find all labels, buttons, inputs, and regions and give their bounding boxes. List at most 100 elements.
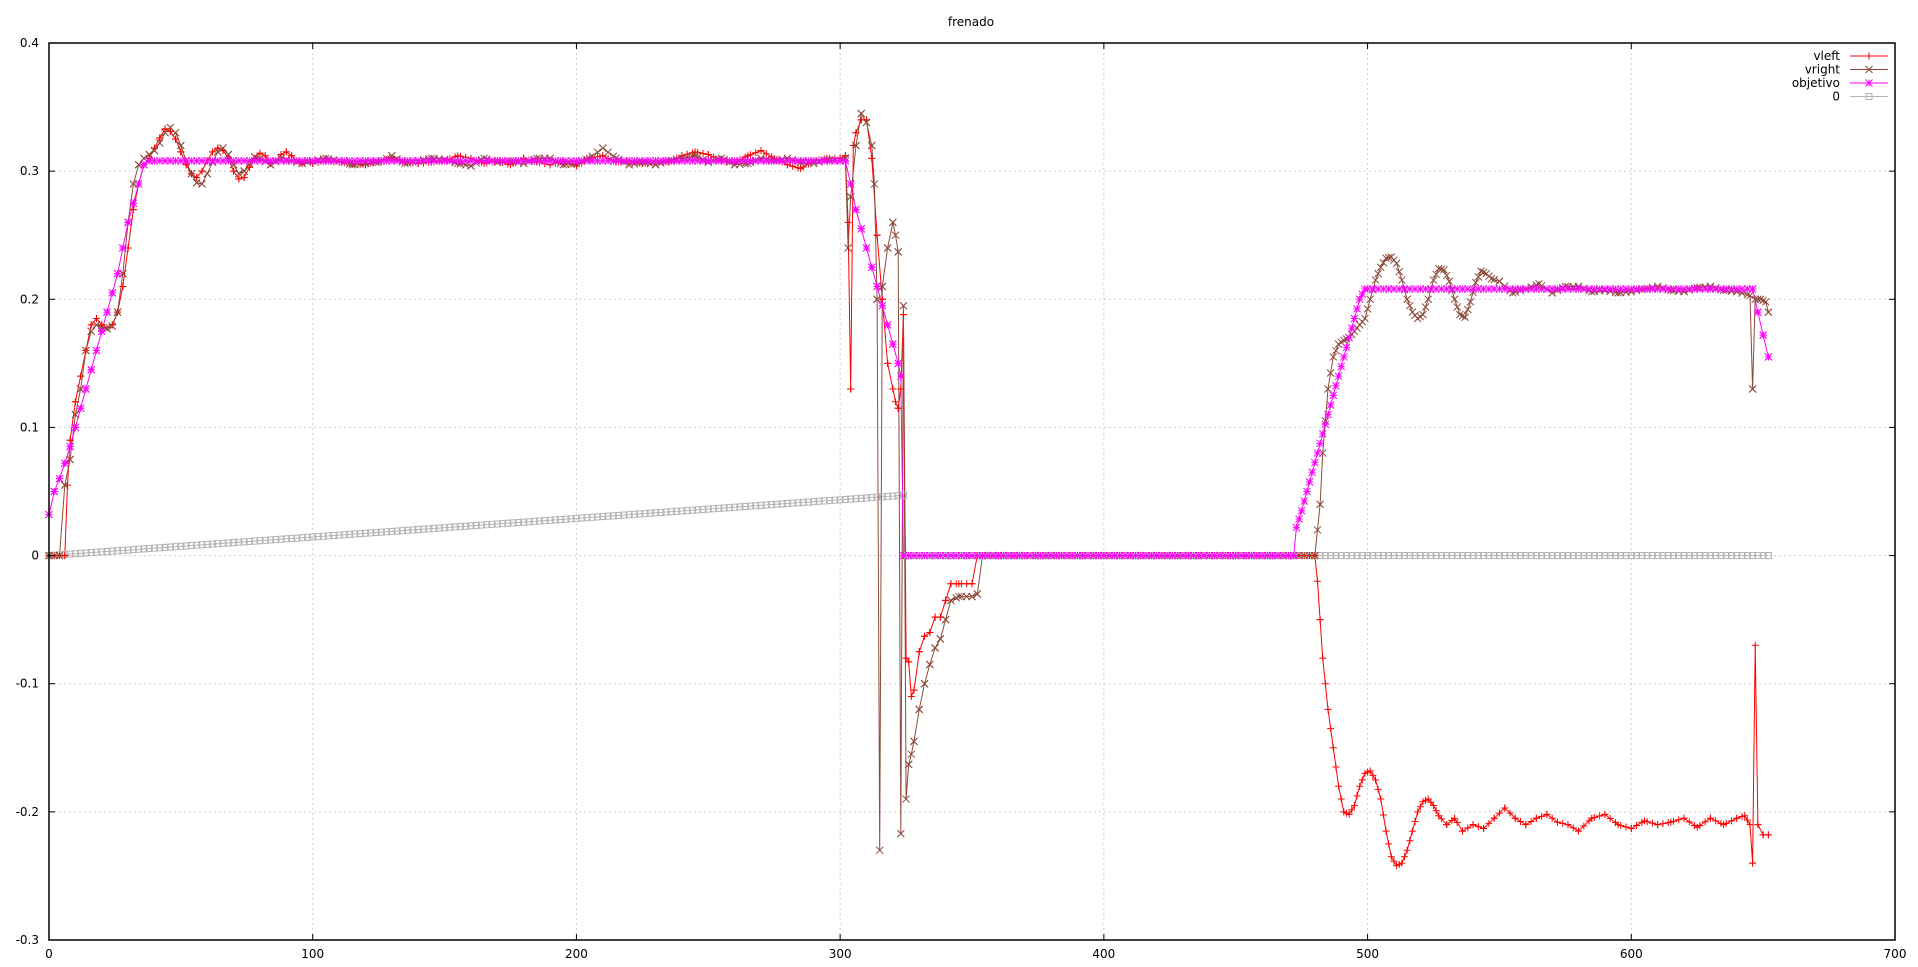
data-point-square [193,541,201,549]
data-point-cross [936,635,945,643]
data-point-square [388,527,396,535]
data-point-star [962,551,971,560]
data-point-plus [1693,823,1701,831]
data-point-cross [1313,526,1322,534]
data-point-star [1627,285,1636,293]
data-point-square [224,539,232,547]
data-point-star [651,157,660,165]
data-point-plus [683,150,691,158]
data-point-square [1348,552,1356,560]
data-point-star [767,157,776,165]
data-point-square [667,508,675,516]
data-point-plus [915,648,923,656]
data-point-square [340,531,348,539]
data-point-star [235,157,243,165]
data-point-square [1511,552,1519,560]
data-point-cross [1759,296,1767,305]
data-point-star [519,157,528,165]
data-point-star [746,157,755,165]
data-point-plus [1369,771,1377,779]
data-point-square [1659,552,1667,560]
y-tick-label: 0.2 [20,292,39,306]
data-point-plus [1451,814,1459,822]
data-point-star [931,551,939,560]
data-point-star [1268,551,1277,560]
data-point-square [1754,552,1762,560]
data-point-star [1427,285,1435,293]
data-point-cross [844,244,852,252]
data-point-square [198,541,206,549]
data-point-star [1295,515,1303,523]
data-point-plus [1400,853,1408,861]
data-point-plus [1313,577,1321,585]
data-point-square [567,515,575,523]
data-point-square [493,520,501,528]
data-point-square [1633,552,1641,560]
data-point-square [335,531,343,539]
data-point-star [298,157,307,165]
data-point-star [261,157,270,165]
data-point-cross [1761,297,1770,306]
data-point-star [688,157,697,165]
data-point-square [710,505,718,513]
data-point-square [1712,552,1720,560]
data-point-plus [1741,812,1749,820]
data-point-cross [266,160,275,169]
data-point-star [978,551,987,560]
data-point-plus [1385,840,1393,848]
data-point-square [826,497,834,505]
data-point-square [551,516,559,524]
data-point-cross [155,139,164,147]
data-point-square [209,540,217,548]
data-point-square [414,526,422,534]
data-point-star [1442,285,1451,293]
data-point-square [878,493,886,501]
data-point-square [504,519,512,527]
data-point-square [1422,552,1430,560]
data-point-plus [1559,819,1567,827]
data-point-star [941,551,950,560]
data-point-star [1147,551,1156,560]
data-point-square [1543,552,1551,560]
data-point-star [171,157,180,165]
data-point-plus [797,165,805,173]
data-point-star [1297,506,1306,515]
data-point-star [1126,551,1135,560]
data-point-plus [1327,725,1335,733]
data-point-star [1136,551,1145,560]
data-point-star [271,157,280,165]
data-point-plus [1432,807,1440,815]
data-point-star [1622,285,1630,293]
data-point-star [867,263,876,272]
data-point-star [1308,468,1317,477]
data-point-square [1364,552,1372,560]
data-point-plus [1453,819,1461,827]
data-point-star [1057,551,1066,560]
data-point-star [335,157,343,165]
data-point-cross [1477,267,1485,275]
data-point-square [1400,552,1408,560]
data-point-plus [1324,705,1332,713]
data-point-star [1194,551,1203,560]
legend-label: vright [1805,63,1841,77]
data-point-cross [1310,551,1319,560]
data-point-star [387,157,396,165]
data-point-plus [1633,821,1641,829]
data-point-cross [66,455,74,464]
data-point-star [1717,285,1725,293]
data-point-square [804,498,812,506]
data-point-star [947,551,955,560]
data-point-plus [177,148,185,156]
data-point-plus [878,295,886,303]
data-point-star [1732,285,1741,293]
data-point-plus [1588,814,1596,822]
data-point-star [1564,285,1572,293]
data-point-plus [1490,814,1498,822]
data-point-star [609,157,618,165]
data-point-star [593,157,602,165]
data-point-star [815,157,823,165]
data-point-cross [60,481,69,489]
data-point-plus [1393,862,1401,870]
data-point-cross [896,829,905,838]
data-point-square [789,499,797,507]
